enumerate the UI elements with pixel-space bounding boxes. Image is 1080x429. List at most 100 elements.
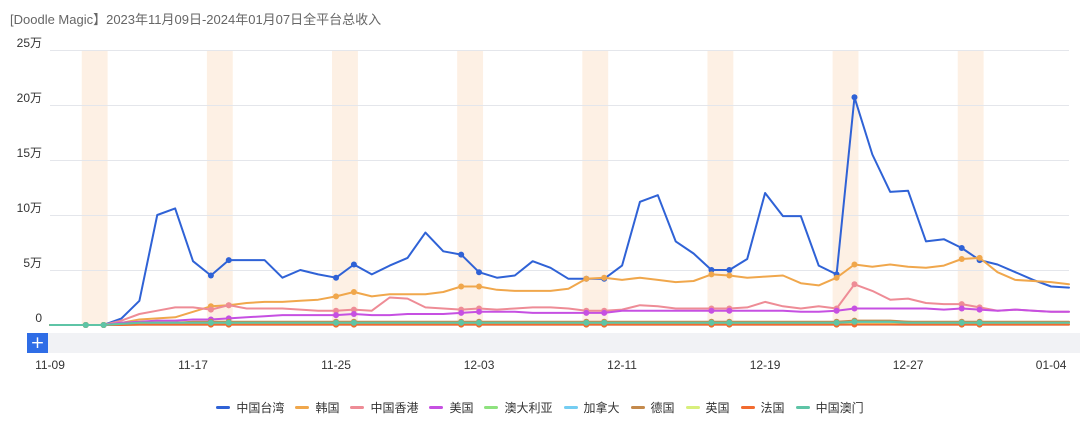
data-point[interactable] <box>350 311 357 317</box>
data-point[interactable] <box>976 319 983 326</box>
legend-swatch <box>429 405 444 409</box>
data-point[interactable] <box>976 254 983 261</box>
data-point[interactable] <box>708 319 715 326</box>
data-point[interactable] <box>333 312 340 319</box>
x-tick-label: 11-25 <box>321 358 351 372</box>
legend-swatch <box>795 405 810 409</box>
series-line[interactable] <box>49 283 1070 326</box>
data-point[interactable] <box>207 319 214 326</box>
data-point[interactable] <box>476 308 483 315</box>
x-tick-label: 11-17 <box>178 358 208 372</box>
x-tick-label: 12-11 <box>607 358 637 372</box>
series-line[interactable] <box>49 256 1070 326</box>
legend-swatch <box>484 405 499 409</box>
series-line[interactable] <box>49 320 1070 326</box>
y-tick-label: 25万 <box>17 36 42 50</box>
data-point[interactable] <box>82 322 89 328</box>
legend-item[interactable]: 英国 <box>685 398 730 416</box>
data-point[interactable] <box>851 94 858 101</box>
data-point[interactable] <box>350 261 357 268</box>
weekend-highlight-band <box>206 50 233 325</box>
legend-item[interactable]: 中国台湾 <box>216 398 284 416</box>
weekend-highlight-band <box>957 50 984 325</box>
data-point[interactable] <box>225 319 232 326</box>
legend-swatch <box>350 405 365 409</box>
data-point[interactable] <box>350 306 357 313</box>
y-tick-label: 10万 <box>17 201 42 215</box>
weekend-highlight-band <box>457 50 484 325</box>
data-point[interactable] <box>207 306 214 313</box>
legend-item[interactable]: 加拿大 <box>563 398 620 416</box>
series-line[interactable] <box>49 307 1070 326</box>
data-point[interactable] <box>833 307 840 314</box>
data-point[interactable] <box>583 309 590 316</box>
legend-label: 美国 <box>449 400 474 415</box>
zoom-expand-button[interactable]: + <box>27 333 48 353</box>
data-point[interactable] <box>458 283 465 290</box>
legend-item[interactable]: 法国 <box>740 398 785 416</box>
series-line[interactable] <box>49 96 1070 326</box>
legend-item[interactable]: 韩国 <box>295 398 339 416</box>
data-point[interactable] <box>833 274 840 281</box>
data-point[interactable] <box>726 319 733 326</box>
data-point[interactable] <box>476 283 483 290</box>
data-point[interactable] <box>726 272 733 279</box>
data-point[interactable] <box>476 269 483 276</box>
legend-item[interactable]: 美国 <box>429 398 473 416</box>
data-point[interactable] <box>958 319 965 326</box>
data-point[interactable] <box>207 272 214 279</box>
line-chart: 0 5万 10万 15万 20万 25万 11-09 11-17 11-25 12-03 12-11… <box>17 36 1070 372</box>
data-point[interactable] <box>958 256 965 262</box>
data-point[interactable] <box>333 293 340 300</box>
x-tick-label: 12-03 <box>464 358 495 372</box>
data-point[interactable] <box>583 275 590 282</box>
series-line[interactable] <box>49 323 1070 326</box>
data-point[interactable] <box>726 267 733 273</box>
data-point[interactable] <box>333 274 340 281</box>
legend-label: 中国澳门 <box>815 400 864 415</box>
data-point[interactable] <box>225 257 232 264</box>
data-point[interactable] <box>350 289 357 295</box>
data-point[interactable] <box>958 245 965 251</box>
legend-item[interactable]: 中国澳门 <box>795 398 864 416</box>
data-point[interactable] <box>708 307 715 314</box>
x-tick-label: 11-09 <box>35 358 65 372</box>
legend-item[interactable]: 中国香港 <box>350 398 418 416</box>
data-point[interactable] <box>100 322 107 328</box>
data-point[interactable] <box>833 319 840 326</box>
data-point[interactable] <box>726 307 733 314</box>
data-point[interactable] <box>350 319 357 326</box>
data-point[interactable] <box>333 319 340 326</box>
data-point[interactable] <box>708 271 715 278</box>
data-point[interactable] <box>601 274 608 281</box>
data-point[interactable] <box>583 319 590 326</box>
data-point[interactable] <box>851 305 858 312</box>
legend-label: 英国 <box>705 400 730 415</box>
data-point[interactable] <box>458 319 465 326</box>
series-line[interactable] <box>49 319 1070 326</box>
data-point[interactable] <box>958 301 965 308</box>
weekend-highlight-band <box>81 50 108 325</box>
legend-swatch <box>216 405 231 409</box>
data-point[interactable] <box>458 251 465 258</box>
legend-label: 加拿大 <box>583 400 620 415</box>
weekend-highlight-band <box>332 50 358 325</box>
legend-item[interactable]: 澳大利亚 <box>484 398 553 416</box>
data-point[interactable] <box>958 305 965 312</box>
data-point[interactable] <box>708 267 715 273</box>
data-point[interactable] <box>225 302 232 309</box>
data-point[interactable] <box>851 281 858 288</box>
data-zoom-slider[interactable]: + <box>27 333 1080 353</box>
series-group <box>49 94 1070 328</box>
data-point[interactable] <box>976 306 983 313</box>
legend-item[interactable]: 德国 <box>630 398 675 416</box>
weekend-highlight-band <box>707 50 734 325</box>
legend-swatch <box>295 405 310 409</box>
data-point[interactable] <box>333 307 340 314</box>
data-point[interactable] <box>851 261 858 268</box>
data-point[interactable] <box>476 319 483 326</box>
data-point[interactable] <box>601 309 608 316</box>
data-point[interactable] <box>851 318 858 325</box>
data-point[interactable] <box>458 309 465 316</box>
data-point[interactable] <box>601 319 608 326</box>
